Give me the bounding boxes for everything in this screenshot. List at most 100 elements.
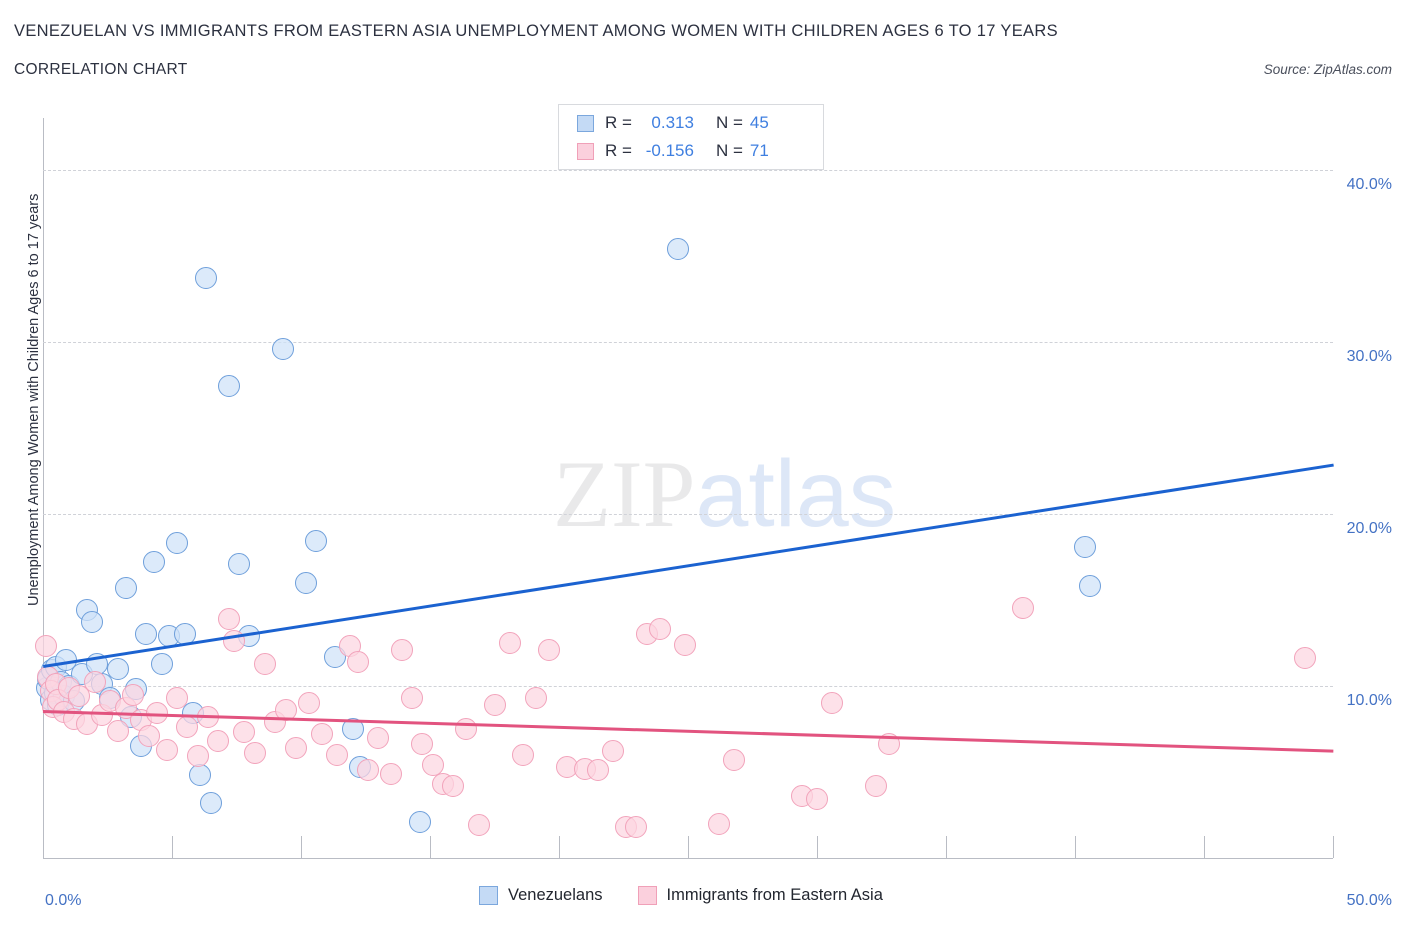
scatter-point[interactable] <box>865 774 888 797</box>
scatter-point[interactable] <box>723 748 746 771</box>
scatter-point[interactable] <box>222 630 245 653</box>
scatter-point[interactable] <box>194 267 217 290</box>
scatter-point[interactable] <box>442 774 465 797</box>
scatter-point[interactable] <box>511 743 534 766</box>
chart-legend: Venezuelans Immigrants from Eastern Asia <box>479 886 883 905</box>
stats-swatch-blue-icon <box>577 114 594 132</box>
x-axis-tick <box>301 836 302 858</box>
scatter-point[interactable] <box>122 683 145 706</box>
gridline <box>43 169 1333 171</box>
scatter-point[interactable] <box>150 652 173 675</box>
scatter-point[interactable] <box>173 623 196 646</box>
scatter-point[interactable] <box>34 635 57 658</box>
x-axis-tick <box>1075 836 1076 858</box>
scatter-point[interactable] <box>537 638 560 661</box>
scatter-point[interactable] <box>524 686 547 709</box>
x-axis-tick <box>559 836 560 858</box>
scatter-point[interactable] <box>878 733 901 756</box>
scatter-point[interactable] <box>55 649 78 672</box>
scatter-point[interactable] <box>253 652 276 675</box>
scatter-point[interactable] <box>197 705 220 728</box>
scatter-point[interactable] <box>199 791 222 814</box>
scatter-point[interactable] <box>625 816 648 839</box>
scatter-point[interactable] <box>295 571 318 594</box>
y-axis-title: Unemployment Among Women with Children A… <box>26 193 42 606</box>
scatter-point[interactable] <box>380 762 403 785</box>
scatter-point[interactable] <box>207 729 230 752</box>
gridline <box>43 341 1333 343</box>
x-axis-tick <box>688 836 689 858</box>
x-axis-line <box>43 858 1333 859</box>
scatter-point[interactable] <box>135 623 158 646</box>
scatter-point[interactable] <box>284 736 307 759</box>
scatter-point[interactable] <box>1074 535 1097 558</box>
scatter-point[interactable] <box>483 693 506 716</box>
gridline <box>43 685 1333 687</box>
page-subtitle: CORRELATION CHART <box>14 61 188 78</box>
scatter-point[interactable] <box>274 699 297 721</box>
scatter-point[interactable] <box>367 726 390 749</box>
scatter-point[interactable] <box>137 724 160 747</box>
x-axis-tick <box>172 836 173 858</box>
scatter-point[interactable] <box>648 618 671 641</box>
scatter-point[interactable] <box>217 375 240 398</box>
scatter-point[interactable] <box>271 337 294 360</box>
scatter-point[interactable] <box>357 759 380 782</box>
scatter-point[interactable] <box>68 685 91 708</box>
scatter-point[interactable] <box>408 810 431 833</box>
scatter-point[interactable] <box>586 759 609 782</box>
scatter-point[interactable] <box>821 692 844 715</box>
scatter-point[interactable] <box>341 717 364 740</box>
scatter-point[interactable] <box>217 607 240 630</box>
y-axis-tick-label: 10.0% <box>1346 691 1392 709</box>
scatter-point[interactable] <box>189 764 212 787</box>
scatter-point[interactable] <box>1012 597 1035 620</box>
scatter-point[interactable] <box>186 745 209 768</box>
scatter-point[interactable] <box>666 237 689 260</box>
x-axis-tick <box>817 836 818 858</box>
x-axis-tick <box>43 836 44 858</box>
scatter-point[interactable] <box>297 692 320 715</box>
scatter-point[interactable] <box>602 740 625 763</box>
scatter-point[interactable] <box>233 721 256 744</box>
scatter-point[interactable] <box>106 657 129 680</box>
scatter-point[interactable] <box>305 530 328 553</box>
x-axis-tick <box>946 836 947 858</box>
scatter-point[interactable] <box>176 716 199 739</box>
scatter-point[interactable] <box>166 532 189 555</box>
stats-n-label-blue: N = <box>715 113 743 132</box>
scatter-point[interactable] <box>455 717 478 740</box>
scatter-point[interactable] <box>1079 575 1102 598</box>
stats-n-value-pink: 71 <box>749 141 769 160</box>
scatter-point[interactable] <box>155 738 178 761</box>
scatter-point[interactable] <box>166 686 189 709</box>
scatter-point[interactable] <box>326 743 349 766</box>
scatter-point[interactable] <box>1293 647 1316 670</box>
scatter-point[interactable] <box>142 551 165 573</box>
scatter-point[interactable] <box>243 742 266 765</box>
y-axis-tick-label: 40.0% <box>1346 175 1392 193</box>
scatter-point[interactable] <box>114 576 137 599</box>
scatter-point[interactable] <box>390 638 413 661</box>
scatter-point[interactable] <box>421 754 444 777</box>
scatter-point[interactable] <box>806 788 828 811</box>
scatter-point[interactable] <box>310 723 333 746</box>
scatter-point[interactable] <box>707 812 730 835</box>
x-axis-tick <box>1333 836 1334 858</box>
scatter-point[interactable] <box>83 671 106 694</box>
scatter-point[interactable] <box>468 814 491 837</box>
scatter-point[interactable] <box>228 552 251 575</box>
scatter-point[interactable] <box>81 611 104 634</box>
gridline <box>43 513 1333 515</box>
x-axis-tick <box>430 836 431 858</box>
scatter-point[interactable] <box>346 650 369 673</box>
scatter-point[interactable] <box>400 686 423 709</box>
scatter-point[interactable] <box>145 702 168 725</box>
legend-item-eastern-asia[interactable]: Immigrants from Eastern Asia <box>637 886 883 905</box>
scatter-point[interactable] <box>674 633 697 656</box>
legend-item-venezuelans[interactable]: Venezuelans <box>479 886 603 905</box>
scatter-point[interactable] <box>498 631 521 654</box>
scatter-point[interactable] <box>106 719 129 742</box>
stats-swatch-pink-icon <box>577 142 594 160</box>
scatter-point[interactable] <box>411 733 434 756</box>
